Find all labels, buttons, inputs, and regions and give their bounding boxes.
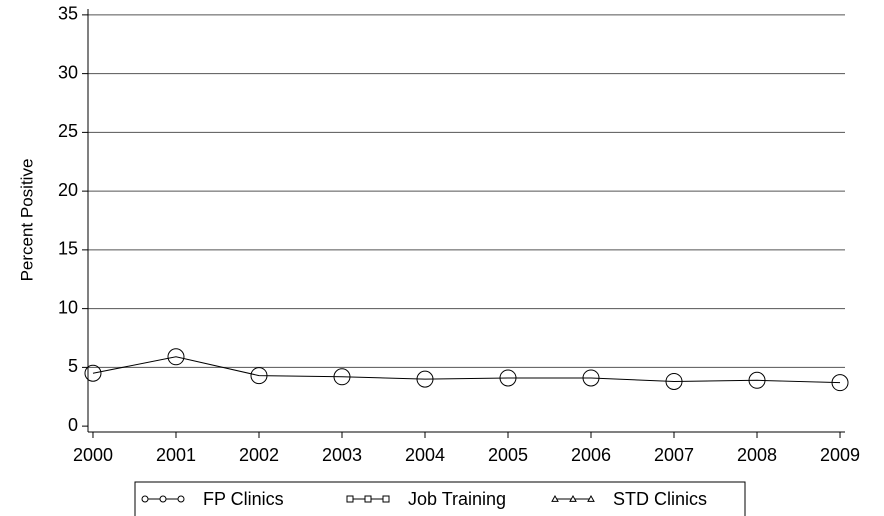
x-tick-label: 2000: [73, 445, 113, 465]
x-tick-label: 2007: [654, 445, 694, 465]
marker: [665, 372, 683, 390]
legend-marker: [141, 495, 149, 503]
legend-marker: [382, 495, 390, 503]
marker: [167, 348, 185, 366]
x-tick-label: 2005: [488, 445, 528, 465]
legend-marker: [177, 495, 185, 503]
x-tick-label: 2004: [405, 445, 445, 465]
marker: [582, 369, 600, 387]
x-tick-label: 2001: [156, 445, 196, 465]
marker: [250, 367, 268, 385]
x-tick-label: 2009: [820, 445, 860, 465]
series-line: [92, 356, 841, 384]
legend-box: [134, 481, 746, 516]
y-tick-label: 30: [58, 62, 78, 82]
legend-label: Job Training: [408, 489, 506, 509]
x-tick-label: 2006: [571, 445, 611, 465]
legend-label: FP Clinics: [203, 489, 284, 509]
y-tick-label: 5: [68, 356, 78, 376]
marker: [333, 368, 351, 386]
marker: [831, 374, 849, 392]
y-tick-label: 15: [58, 239, 78, 259]
marker: [748, 371, 766, 389]
legend-marker: [364, 495, 372, 503]
x-tick-label: 2002: [239, 445, 279, 465]
x-tick-label: 2003: [322, 445, 362, 465]
legend-marker: [569, 494, 577, 502]
legend-marker: [346, 495, 354, 503]
marker: [84, 364, 102, 382]
y-tick-label: 35: [58, 4, 78, 24]
marker: [416, 370, 434, 388]
y-axis-label: Percent Positive: [17, 159, 36, 282]
y-tick-label: 20: [58, 180, 78, 200]
legend-marker: [551, 494, 559, 502]
legend-label: STD Clinics: [613, 489, 707, 509]
legend-marker: [159, 495, 167, 503]
y-tick-label: 0: [68, 415, 78, 435]
marker: [499, 369, 517, 387]
y-tick-label: 10: [58, 297, 78, 317]
legend-marker: [587, 494, 595, 502]
x-tick-label: 2008: [737, 445, 777, 465]
y-tick-label: 25: [58, 121, 78, 141]
